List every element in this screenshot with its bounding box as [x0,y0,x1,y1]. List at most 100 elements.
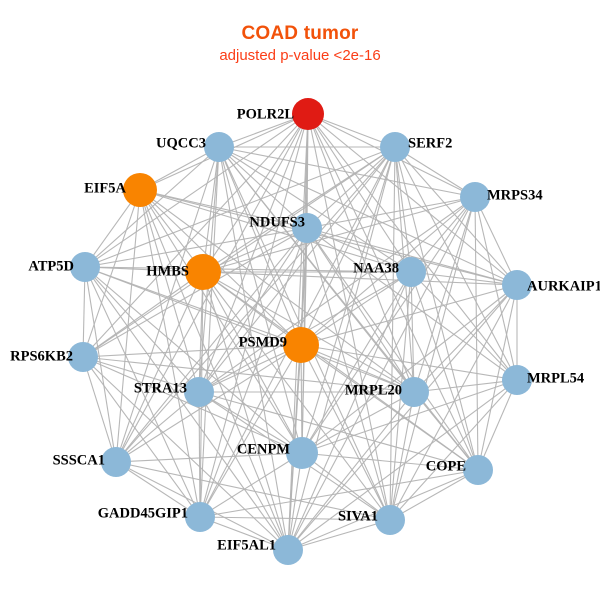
graph-edge [218,146,302,346]
graph-edge [413,391,479,471]
node-circle[interactable] [292,213,322,243]
node-circle[interactable] [460,182,490,212]
node-circle[interactable] [286,437,318,469]
graph-edge [115,461,391,521]
graph-edge [474,196,518,381]
graph-edge [218,146,303,454]
graph-node[interactable]: SERF2 [380,132,452,162]
graph-node[interactable]: EIF5A [84,173,157,207]
graph-edge [474,196,518,286]
graph-edge [198,227,308,393]
node-circle[interactable] [283,327,319,363]
graph-node[interactable]: SSSCA1 [53,447,131,477]
node-circle[interactable] [502,365,532,395]
graph-edge [84,266,415,393]
node-circle[interactable] [185,254,221,290]
graph-edge [198,196,476,393]
graph-edge [410,271,415,393]
graph-edge [198,391,289,551]
node-circle[interactable] [463,455,493,485]
node-label: RPS6KB2 [10,348,73,364]
node-circle[interactable] [70,252,100,282]
graph-edge [202,271,391,521]
graph-node[interactable]: HMBS [146,254,221,290]
graph-edge [139,189,303,454]
graph-edge [82,271,204,358]
graph-edge [84,266,289,551]
node-circle[interactable] [68,342,98,372]
graph-node[interactable]: CENPM [237,437,318,469]
graph-edge [202,271,303,454]
graph-edge [301,452,391,521]
graph-edge [82,356,200,393]
graph-node[interactable]: AURKAIP1 [502,270,600,300]
graph-edge [301,284,518,454]
graph-node[interactable]: MRPL20 [345,377,429,407]
node-circle[interactable] [123,173,157,207]
graph-node[interactable]: NDUFS3 [249,213,322,243]
node-circle[interactable] [185,502,215,532]
graph-node[interactable]: UQCC3 [156,132,234,162]
node-circle[interactable] [273,535,303,565]
graph-edge [218,146,479,471]
graph-node[interactable]: SIVA1 [338,505,405,535]
graph-edge [198,146,396,393]
graph-node[interactable]: STRA13 [134,377,214,407]
graph-edge [82,344,302,358]
graph-edge [199,146,220,518]
graph-node[interactable]: EIF5AL1 [217,535,303,565]
graph-edge [306,227,412,273]
graph-edge [115,461,201,518]
graph-edge [287,391,415,551]
graph-edge [300,344,479,471]
graph-node[interactable]: PSMD9 [239,327,319,363]
graph-edge [84,146,220,268]
graph-node[interactable]: NAA38 [353,257,426,287]
graph-edge [477,379,518,471]
node-circle[interactable] [502,270,532,300]
node-circle[interactable] [101,447,131,477]
graph-edge [218,146,308,229]
node-label: MRPL20 [345,382,402,398]
node-circle[interactable] [396,257,426,287]
node-circle[interactable] [204,132,234,162]
graph-edge [389,146,396,521]
graph-edge [301,391,415,454]
graph-edge [307,113,391,521]
node-circle[interactable] [375,505,405,535]
graph-node[interactable]: MRPS34 [460,182,543,212]
node-circle[interactable] [184,377,214,407]
node-label: MRPL54 [527,370,584,386]
graph-node[interactable]: ATP5D [28,252,100,282]
graph-edge [198,344,302,393]
graph-node[interactable]: COPE [426,455,493,485]
graph-node[interactable]: POLR2L [237,98,324,130]
graph-node[interactable]: RPS6KB2 [10,342,98,372]
graph-edge [301,452,479,471]
node-label: AURKAIP1 [527,278,600,294]
graph-edge [202,146,396,273]
graph-edge [389,196,476,521]
graph-edge [301,146,396,454]
graph-edge [199,227,308,518]
node-circle[interactable] [399,377,429,407]
graph-edge [198,391,479,471]
graph-edge [410,271,479,471]
graph-edge [202,196,476,273]
node-label: HMBS [146,263,189,279]
graph-edge [115,227,308,463]
graph-edge [394,146,518,381]
graph-edge [410,271,518,286]
graph-edge [300,344,303,454]
graph-node[interactable]: MRPL54 [502,365,584,395]
node-label: COPE [426,458,466,474]
graph-node[interactable]: GADD45GIP1 [98,502,215,532]
graph-edge [413,284,518,393]
node-circle[interactable] [380,132,410,162]
graph-edge [115,146,396,463]
node-circle[interactable] [292,98,324,130]
graph-edge [301,196,476,454]
graph-edge [202,271,289,551]
